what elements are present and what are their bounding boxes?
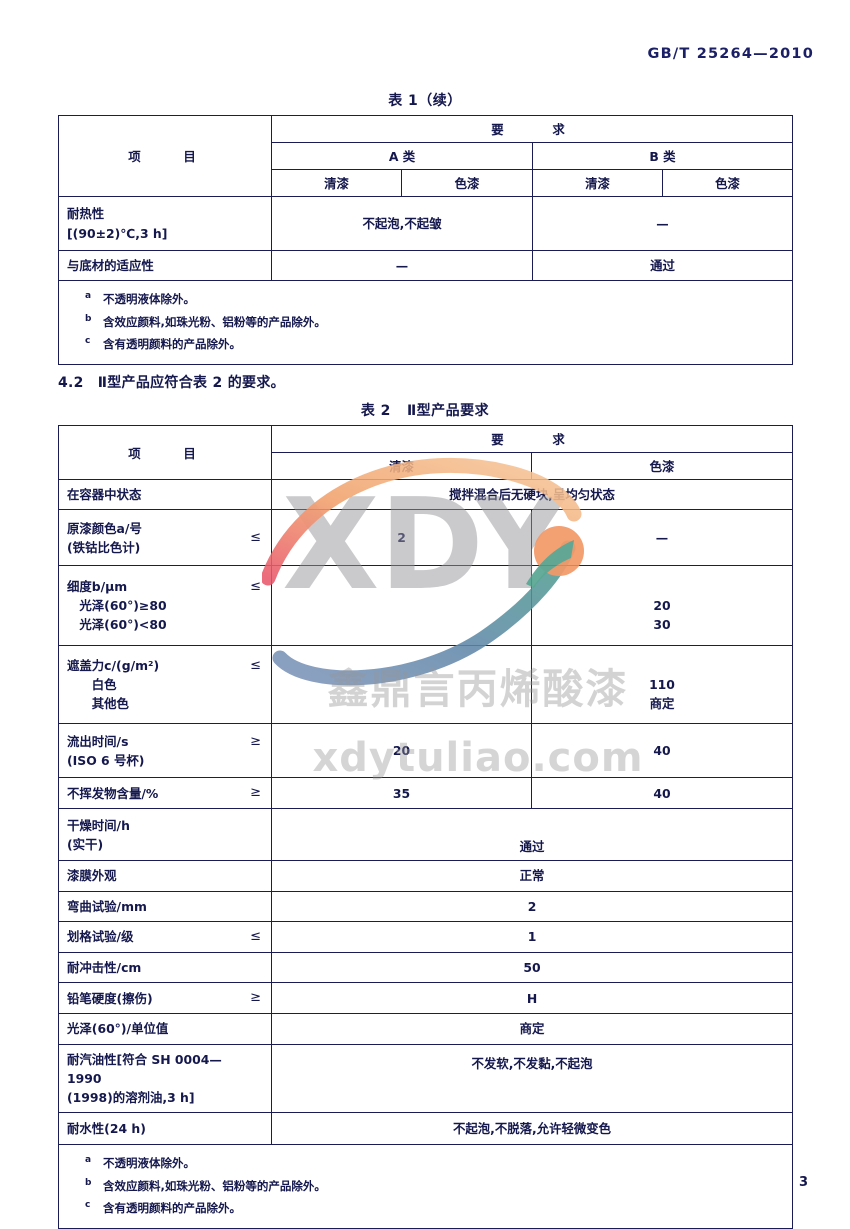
table2-col-requirement: 要 求 <box>271 425 793 453</box>
table2-item-drying-time: 干燥时间/h (实干) <box>58 808 272 862</box>
table2-item-container-state: 在容器中状态 <box>58 478 272 511</box>
footnote-c: c 含有透明颜料的产品除外。 <box>85 336 241 352</box>
table2-value-span-6: 通过 <box>271 808 793 862</box>
table-row: 铅笔硬度(擦伤) ≥ H <box>58 982 793 1015</box>
table1-header-row-2: A 类 B 类 <box>59 142 793 170</box>
table2-footnotes-row: a 不透明液体除外。 b 含效应颜料,如珠光粉、铝粉等的产品除外。 c 含有透明颜料的… <box>58 1144 793 1229</box>
table2-header-row-1: 项 目 要 求 <box>58 425 793 480</box>
table2-value-span-11: H <box>271 982 793 1015</box>
table1-header-row-1: 项 目 要 求 <box>58 115 793 197</box>
table1-sub-clear-a: 清漆 <box>271 169 402 197</box>
table2-sub-clear: 清漆 <box>271 452 532 480</box>
table2-item-nonvolatile-content: 不挥发物含量/% ≥ <box>58 777 272 810</box>
watermark-website-text: xdytuliao.com <box>312 735 644 781</box>
table1-item-heat-resistance: 耐热性 [(90±2)℃,3 h] <box>58 196 272 251</box>
table2-caption-title: Ⅱ型产品要求 <box>406 403 490 419</box>
table1-sub-color-b: 色漆 <box>662 169 793 197</box>
table2-value-span-0: 搅拌混合后无硬块,呈均匀状态 <box>271 478 793 511</box>
table1-value-a-0: 不起泡,不起皱 <box>271 196 533 251</box>
table-row: 流出时间/s (ISO 6 号杯) ≥ 20 40 <box>58 723 793 779</box>
table2-value-span-7: 正常 <box>271 860 793 892</box>
table-row: 干燥时间/h (实干) 通过 <box>58 808 793 862</box>
table-row: 不挥发物含量/% ≥ 35 40 <box>58 777 793 810</box>
footnote-b: b 含效应颜料,如珠光粉、铝粉等的产品除外。 <box>85 1177 326 1193</box>
table2-value-span-12: 商定 <box>271 1013 793 1045</box>
table2-value-color-5: 40 <box>531 777 793 810</box>
table1-footnotes: a 不透明液体除外。 b 含效应颜料,如珠光粉、铝粉等的产品除外。 c 含有透明颜料的… <box>58 280 793 366</box>
table1-col-requirement: 要 求 <box>271 115 793 143</box>
table-row: 耐冲击性/cm 50 <box>58 951 793 984</box>
page-number: 3 <box>798 1175 808 1190</box>
table-row: 弯曲试验/mm 2 <box>58 890 793 922</box>
table2-value-span-10: 50 <box>271 951 793 984</box>
watermark-company-text: 鑫鼎言丙烯酸漆 <box>327 665 629 713</box>
table2-item-original-colour: 原漆颜色a/号 (铁钴比色计) ≤ <box>58 509 272 567</box>
table2-value-clear-4: 20 <box>271 723 532 779</box>
table1-class-b: B 类 <box>532 142 793 170</box>
table2-sub-color: 色漆 <box>531 452 793 480</box>
table1-sub-color-a: 色漆 <box>401 169 533 197</box>
table2-item-water-resistance: 耐水性(24 h) <box>58 1112 272 1146</box>
table2-footnotes: a 不透明液体除外。 b 含效应颜料,如珠光粉、铝粉等的产品除外。 c 含有透明颜料的… <box>58 1144 793 1229</box>
table1-footnotes-row: a 不透明液体除外。 b 含效应颜料,如珠光粉、铝粉等的产品除外。 c 含有透明颜料的… <box>58 280 793 366</box>
clause-4-2: 4.2 Ⅱ型产品应符合表 2 的要求。 <box>58 372 285 392</box>
table1-caption: 表 1（续） <box>388 93 462 109</box>
table2-caption-label: 表 2 <box>360 403 391 419</box>
table2-item-pencil-hardness: 铅笔硬度(擦伤) ≥ <box>58 982 272 1015</box>
table2-value-span-9: 1 <box>271 920 793 953</box>
table-1-continued: 项 目 要 求 A 类 B 类 清漆 色漆 <box>58 115 793 366</box>
table1-class-a: A 类 <box>271 142 533 170</box>
table2-caption: 表 2 Ⅱ型产品要求 <box>0 400 850 420</box>
clause-text: Ⅱ型产品应符合表 2 的要求。 <box>97 375 285 391</box>
table2-item-flow-time: 流出时间/s (ISO 6 号杯) ≥ <box>58 723 272 779</box>
table1-header-row-3: 清漆 色漆 清漆 色漆 <box>59 169 793 197</box>
table2-item-bending-test: 弯曲试验/mm <box>58 890 272 922</box>
table2-item-hiding-power: 遮盖力c/(g/m²) 白色 其他色 ≤ <box>58 645 272 725</box>
table1-sub-clear-b: 清漆 <box>532 169 663 197</box>
footnote-c: c 含有透明颜料的产品除外。 <box>85 1200 241 1216</box>
table2-value-color-1: — <box>531 509 793 567</box>
table2-item-film-appearance: 漆膜外观 <box>58 860 272 892</box>
table-row: 耐水性(24 h) 不起泡,不脱落,允许轻微变色 <box>58 1112 793 1146</box>
table-row: 细度b/μm 光泽(60°)≥80 光泽(60°)<80 ≤ 20 30 <box>58 565 793 647</box>
table2-value-clear-1: 2 <box>271 509 532 567</box>
table2-item-impact-resistance: 耐冲击性/cm <box>58 951 272 984</box>
table2-value-color-4: 40 <box>531 723 793 779</box>
table2-item-fineness: 细度b/μm 光泽(60°)≥80 光泽(60°)<80 ≤ <box>58 565 272 647</box>
table-row: 耐热性 [(90±2)℃,3 h] 不起泡,不起皱 — <box>58 196 793 251</box>
table-row: 与底材的适应性 — 通过 <box>58 249 793 282</box>
table2-value-clear-2 <box>271 565 532 647</box>
table-row: 划格试验/级 ≤ 1 <box>58 920 793 953</box>
table2-value-color-2: 20 30 <box>531 565 793 647</box>
table2-value-span-14: 不起泡,不脱落,允许轻微变色 <box>271 1112 793 1146</box>
table-row: 在容器中状态 搅拌混合后无硬块,呈均匀状态 <box>58 478 793 511</box>
standard-number-header: GB/T 25264—2010 <box>647 46 814 62</box>
table1-col-item: 项 目 <box>58 115 272 197</box>
table1-value-b-1: 通过 <box>532 249 793 282</box>
table-2-type-II-requirements: 项 目 要 求 清漆 色漆 在容器中状态 搅 <box>58 425 793 1229</box>
table-row: 耐汽油性[符合 SH 0004—1990 (1998)的溶剂油,3 h] 不发软… <box>58 1043 793 1114</box>
footnote-a: a 不透明液体除外。 <box>85 1155 195 1171</box>
footnote-a: a 不透明液体除外。 <box>85 291 195 307</box>
table1-value-a-1: — <box>271 249 533 282</box>
table2-value-clear-5: 35 <box>271 777 532 810</box>
table2-item-gloss: 光泽(60°)/单位值 <box>58 1013 272 1045</box>
table2-value-span-13: 不发软,不发黏,不起泡 <box>271 1043 793 1114</box>
table2-item-crosscut-test: 划格试验/级 ≤ <box>58 920 272 953</box>
table2-value-span-8: 2 <box>271 890 793 922</box>
table1-value-b-0: — <box>532 196 793 251</box>
table2-item-petrol-resistance: 耐汽油性[符合 SH 0004—1990 (1998)的溶剂油,3 h] <box>58 1043 272 1114</box>
clause-number: 4.2 <box>58 375 84 391</box>
table-row: 漆膜外观 正常 <box>58 860 793 892</box>
table-row: 光泽(60°)/单位值 商定 <box>58 1013 793 1045</box>
footnote-b: b 含效应颜料,如珠光粉、铝粉等的产品除外。 <box>85 313 326 329</box>
table2-col-item: 项 目 <box>58 425 272 480</box>
table1-item-substrate-adaptability: 与底材的适应性 <box>58 249 272 282</box>
table-row: 原漆颜色a/号 (铁钴比色计) ≤ 2 — <box>58 509 793 567</box>
